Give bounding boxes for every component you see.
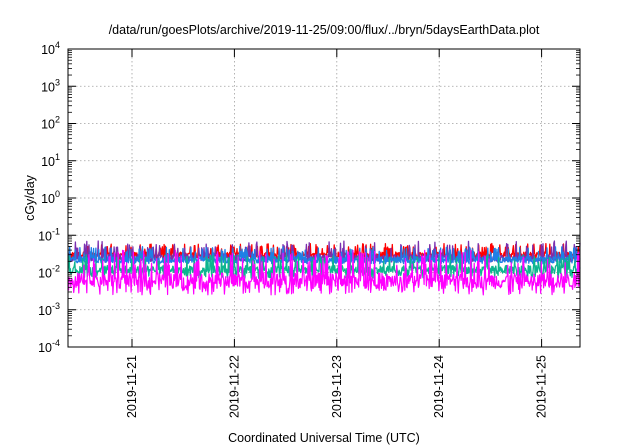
x-tick-label: 2019-11-21 <box>125 355 139 418</box>
x-tick-label: 2019-11-22 <box>227 355 241 418</box>
x-axis: 2019-11-21 2019-11-22 2019-11-23 2019-11-24… <box>125 49 549 418</box>
x-axis-label: Coordinated Universal Time (UTC) <box>228 431 420 445</box>
series-layer <box>67 240 581 296</box>
y-axis: 10-4 10-3 10-2 10-1 100 101 102 103 104 <box>38 40 580 355</box>
x-tick-label: 2019-11-23 <box>330 355 344 418</box>
series-line <box>67 249 581 296</box>
grid <box>68 49 580 347</box>
y-tick-label: 10-2 <box>38 264 60 281</box>
x-tick-label: 2019-11-24 <box>432 355 446 418</box>
y-tick-label: 100 <box>41 189 60 206</box>
y-tick-label: 104 <box>41 40 60 57</box>
y-tick-label: 10-4 <box>38 338 60 355</box>
y-tick-label: 102 <box>41 115 60 132</box>
y-axis-label: cGy/day <box>23 174 37 221</box>
y-tick-label: 10-1 <box>38 226 60 243</box>
x-tick-label: 2019-11-25 <box>535 355 549 418</box>
y-tick-label: 103 <box>41 77 60 94</box>
y-tick-label: 101 <box>41 152 60 169</box>
y-tick-label: 10-3 <box>38 301 60 318</box>
chart-title: /data/run/goesPlots/archive/2019-11-25/0… <box>109 23 540 37</box>
